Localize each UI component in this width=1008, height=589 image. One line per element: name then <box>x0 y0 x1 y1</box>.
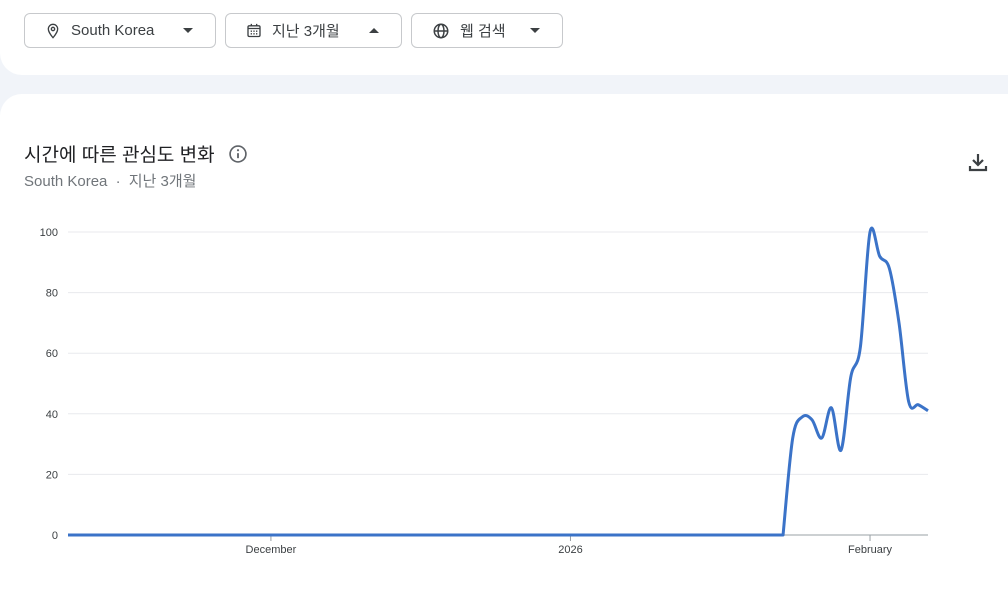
y-tick-label: 80 <box>46 288 58 300</box>
chevron-down-icon <box>530 28 540 33</box>
card-title: 시간에 따른 관심도 변화 <box>24 140 248 167</box>
x-tick-label: 2026 <box>558 544 582 556</box>
filter-bar: South Korea 지난 3개월 웹 검색 <box>0 0 1008 75</box>
calendar-icon <box>247 23 261 38</box>
series-line <box>68 226 929 537</box>
download-icon[interactable] <box>966 150 990 174</box>
info-icon[interactable] <box>228 144 248 164</box>
period-label: 지난 3개월 <box>272 23 340 40</box>
search-type-label: 웹 검색 <box>460 23 506 40</box>
y-tick-label: 20 <box>46 469 58 481</box>
x-tick-label: December <box>246 544 297 556</box>
search-type-dropdown[interactable]: 웹 검색 <box>411 13 563 48</box>
card-subtitle: South Korea · 지난 3개월 <box>24 170 196 191</box>
chevron-up-icon <box>369 28 379 33</box>
y-tick-label: 100 <box>40 227 58 239</box>
y-tick-label: 60 <box>46 348 58 360</box>
location-pin-icon <box>47 23 59 39</box>
globe-icon <box>433 23 449 38</box>
y-tick-label: 0 <box>52 530 58 542</box>
location-label: South Korea <box>71 22 155 39</box>
subtitle-location: South Korea <box>24 173 108 190</box>
card-title-text: 시간에 따른 관심도 변화 <box>24 145 215 166</box>
subtitle-period: 지난 3개월 <box>128 173 197 190</box>
chevron-down-icon <box>183 28 193 33</box>
subtitle-separator: · <box>115 173 121 190</box>
x-tick-label: February <box>848 544 893 556</box>
y-tick-label: 40 <box>46 409 58 421</box>
period-dropdown[interactable]: 지난 3개월 <box>225 13 402 48</box>
interest-over-time-card: 시간에 따른 관심도 변화 South Korea · 지난 3개월 <box>0 94 1008 589</box>
location-dropdown[interactable]: South Korea <box>24 13 216 48</box>
